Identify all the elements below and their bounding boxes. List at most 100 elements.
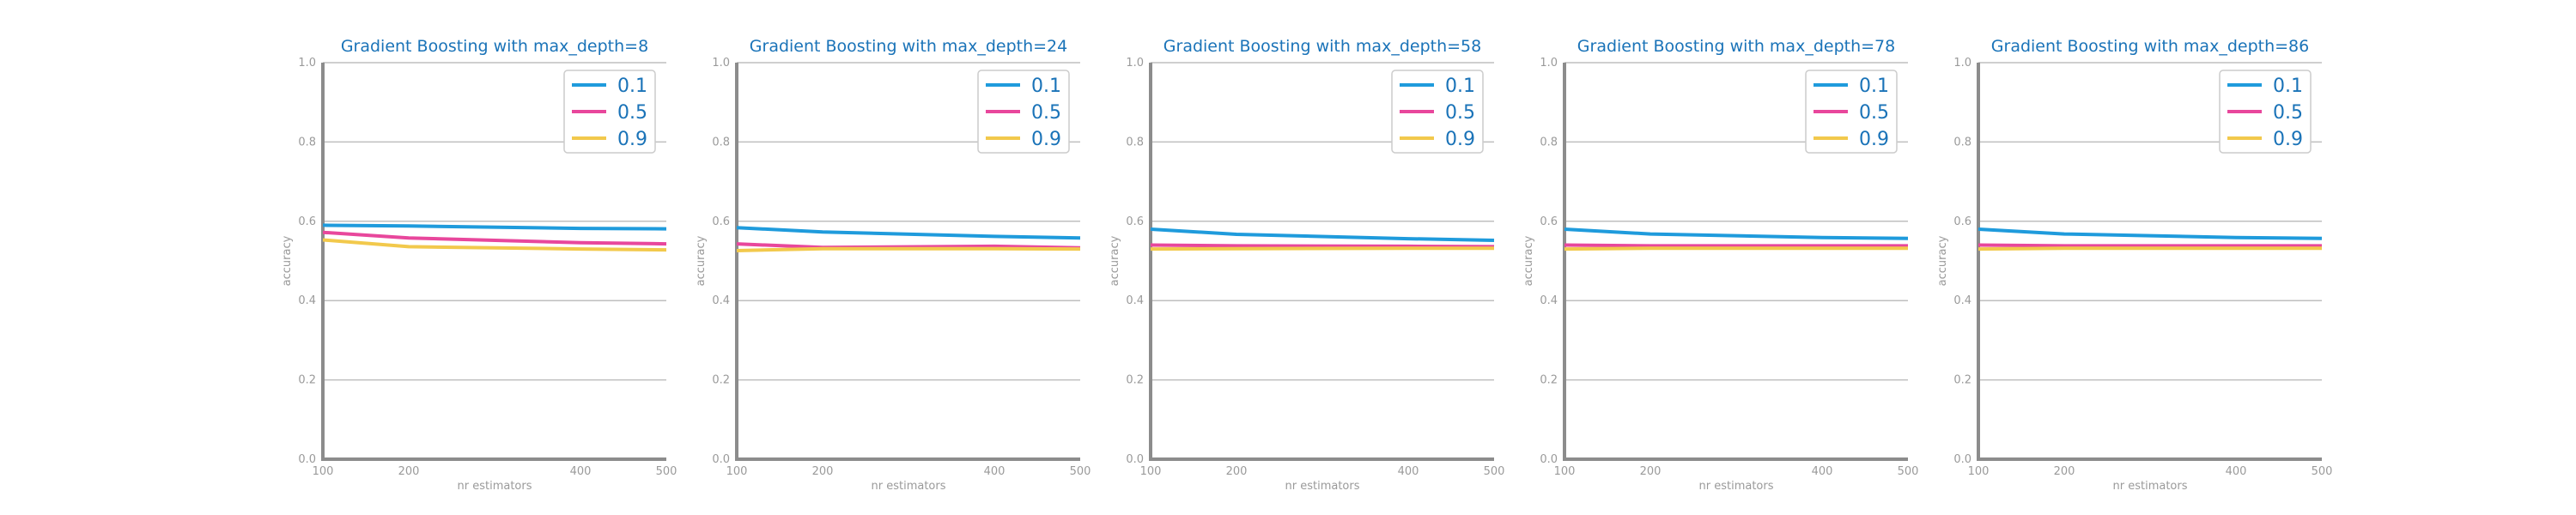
- series-line-0-1: [1978, 227, 2323, 240]
- y-tick-label: 1.0: [1540, 57, 1558, 70]
- chart-panel-3: 0.0 0.2 0.4 0.6 0.8 1.0 100 200 400 500 Gradient B…: [1109, 37, 1504, 493]
- y-tick-label: 0.0: [712, 453, 730, 466]
- y-tick-label: 1.0: [298, 57, 316, 70]
- x-tick-label: 500: [656, 465, 677, 478]
- x-tick-label: 500: [2312, 465, 2333, 478]
- legend-label: 0.9: [1859, 129, 1889, 150]
- y-tick-label: 0.8: [1540, 136, 1558, 148]
- x-tick-label: 200: [398, 465, 420, 478]
- legend-label: 0.9: [617, 129, 647, 150]
- chart-panel-5: 0.0 0.2 0.4 0.6 0.8 1.0 100 200 400 500 Gradient B…: [1936, 37, 2332, 493]
- x-tick-label: 200: [812, 465, 834, 478]
- x-tick-label: 500: [1070, 465, 1091, 478]
- y-tick-label: 0.2: [298, 374, 316, 387]
- y-tick-label: 0.8: [712, 136, 730, 148]
- x-axis-label: nr estimators: [458, 480, 532, 493]
- legend: 0.1 0.5 0.9: [2219, 70, 2312, 154]
- legend-box: [1805, 70, 1898, 154]
- legend-label: 0.9: [2273, 129, 2303, 150]
- chart-panel-2: 0.0 0.2 0.4 0.6 0.8 1.0 100 200 400 500 Gradient B…: [695, 37, 1091, 493]
- y-tick-label: 0.6: [1126, 215, 1144, 228]
- x-tick-label: 100: [1140, 465, 1162, 478]
- y-tick-label: 0.6: [1953, 215, 1971, 228]
- y-axis-label: accuracy: [281, 235, 294, 286]
- y-tick-label: 0.6: [1540, 215, 1558, 228]
- y-tick-label: 0.0: [1953, 453, 1971, 466]
- y-tick-label: 0.2: [712, 374, 730, 387]
- y-tick-label: 0.4: [1540, 294, 1558, 307]
- x-axis-label: nr estimators: [1285, 480, 1360, 493]
- y-axis-label: accuracy: [1109, 235, 1121, 286]
- legend-label: 0.5: [1031, 102, 1061, 124]
- x-tick-label: 500: [1898, 465, 1919, 478]
- y-tick-label: 0.0: [298, 453, 316, 466]
- y-tick-label: 1.0: [1953, 57, 1971, 70]
- legend-label: 0.1: [617, 76, 647, 97]
- series-line-0-9: [1978, 246, 2322, 251]
- legend: 0.1 0.5 0.9: [1391, 70, 1484, 154]
- series-line-0-9: [322, 238, 667, 252]
- chart-title: Gradient Boosting with max_depth=24: [750, 37, 1067, 56]
- y-tick-label: 0.4: [1126, 294, 1144, 307]
- x-tick-label: 400: [2226, 465, 2247, 478]
- x-axis-label: nr estimators: [872, 480, 946, 493]
- chart-title: Gradient Boosting with max_depth=78: [1577, 37, 1895, 56]
- chart-title: Gradient Boosting with max_depth=8: [341, 37, 648, 56]
- chart-title: Gradient Boosting with max_depth=86: [1991, 37, 2309, 56]
- x-tick-label: 100: [313, 465, 334, 478]
- y-tick-label: 0.6: [298, 215, 316, 228]
- legend-box: [1391, 70, 1484, 154]
- legend: 0.1 0.5 0.9: [563, 70, 656, 154]
- legend-label: 0.5: [617, 102, 647, 124]
- y-tick-label: 0.0: [1126, 453, 1144, 466]
- x-tick-label: 500: [1484, 465, 1505, 478]
- x-tick-label: 200: [1640, 465, 1662, 478]
- x-tick-label: 400: [570, 465, 592, 478]
- series-line-0-1: [322, 223, 667, 231]
- y-axis-label: accuracy: [1522, 235, 1535, 286]
- legend-label: 0.5: [2273, 102, 2303, 124]
- chart-panel-4: 0.0 0.2 0.4 0.6 0.8 1.0 100 200 400 500 Gradient B…: [1522, 37, 1918, 493]
- x-tick-label: 100: [726, 465, 748, 478]
- y-axis-label: accuracy: [1936, 235, 1949, 286]
- series-line-0-5: [1564, 243, 1908, 248]
- y-tick-label: 0.2: [1953, 374, 1971, 387]
- y-tick-label: 0.8: [1126, 136, 1144, 148]
- y-tick-label: 0.6: [712, 215, 730, 228]
- y-tick-label: 1.0: [712, 57, 730, 70]
- x-axis-label: nr estimators: [1699, 480, 1774, 493]
- x-axis-label: nr estimators: [2113, 480, 2188, 493]
- legend-label: 0.9: [1031, 129, 1061, 150]
- series-line-0-5: [736, 242, 1081, 250]
- y-tick-label: 0.2: [1126, 374, 1144, 387]
- x-tick-label: 100: [1554, 465, 1576, 478]
- chart-panel-1: 0.0 0.2 0.4 0.6 0.8 1.0 100 200 400 500 Gradient B…: [281, 37, 677, 493]
- y-tick-label: 0.4: [1953, 294, 1971, 307]
- y-tick-label: 0.0: [1540, 453, 1558, 466]
- legend-label: 0.1: [1859, 76, 1889, 97]
- x-tick-label: 400: [1812, 465, 1833, 478]
- legend-label: 0.5: [1859, 102, 1889, 124]
- x-tick-label: 200: [2054, 465, 2075, 478]
- y-tick-label: 0.8: [1953, 136, 1971, 148]
- series-line-0-9: [736, 246, 1081, 252]
- series-line-0-5: [322, 230, 667, 246]
- y-tick-label: 0.4: [712, 294, 730, 307]
- y-tick-label: 0.4: [298, 294, 316, 307]
- legend-label: 0.9: [1445, 129, 1475, 150]
- series-line-0-5: [1978, 243, 2322, 248]
- series-line-0-1: [1150, 227, 1495, 242]
- legend: 0.1 0.5 0.9: [977, 70, 1070, 154]
- x-tick-label: 400: [1398, 465, 1419, 478]
- legend-box: [977, 70, 1070, 154]
- y-tick-label: 0.8: [298, 136, 316, 148]
- x-tick-label: 100: [1968, 465, 1990, 478]
- series-line-0-9: [1564, 246, 1908, 251]
- y-tick-label: 1.0: [1126, 57, 1144, 70]
- y-tick-label: 0.2: [1540, 374, 1558, 387]
- x-tick-label: 400: [984, 465, 1005, 478]
- legend-label: 0.5: [1445, 102, 1475, 124]
- series-line-0-1: [1564, 227, 1909, 240]
